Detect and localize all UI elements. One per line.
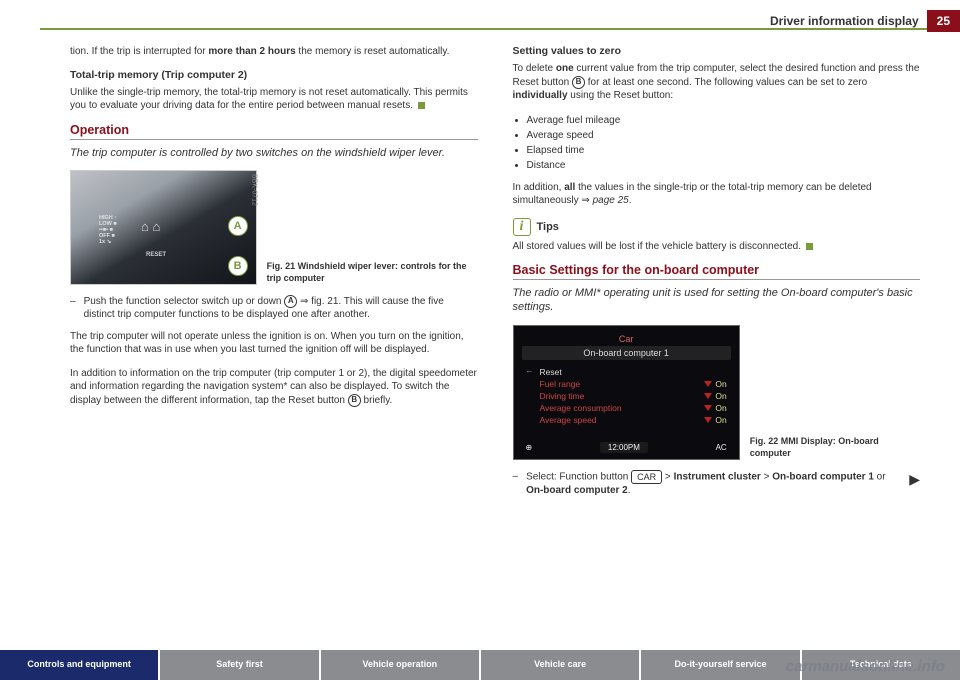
section-sub: The trip computer is controlled by two s… (70, 146, 478, 160)
end-marker-icon (418, 102, 425, 109)
addition-text: In addition, all the values in the singl… (513, 181, 921, 208)
figure-22-row: Car On-board computer 1 ← Reset Fuel ran… (513, 325, 921, 460)
section-operation: Operation (70, 123, 478, 137)
mmi-row: Average consumption On (536, 402, 731, 414)
mmi-row: Driving time On (536, 390, 731, 402)
end-marker-icon (806, 243, 813, 250)
section-divider (70, 139, 478, 140)
mmi-ac: AC (716, 443, 727, 452)
instruction-text: Push the function selector switch up or … (84, 295, 478, 322)
label: Fuel range (540, 379, 581, 389)
mmi-bottom-bar: ⊕ 12:00PM AC (526, 442, 727, 453)
figure-21-caption: Fig. 21 Windshield wiper lever: controls… (267, 261, 478, 284)
section-sub: The radio or MMI* operating unit is used… (513, 286, 921, 315)
instruction-item: – Push the function selector switch up o… (70, 295, 478, 322)
figure-code: BBK-0712 (251, 174, 258, 206)
state: On (704, 379, 726, 389)
label: Average consumption (540, 403, 622, 413)
content-columns: tion. If the trip is interrupted for mor… (70, 45, 920, 505)
subheading-total-trip: Total-trip memory (Trip computer 2) (70, 69, 478, 81)
total-trip-text: Unlike the single-trip memory, the total… (70, 86, 478, 113)
mmi-top-label: Car (522, 334, 731, 344)
callout-b-icon: B (228, 256, 248, 276)
lever-labels: HIGH ↑LOW ■••■• ■OFF ■1x ↘ (99, 215, 117, 245)
label: Average speed (540, 415, 597, 425)
manual-page: Driver information display 25 tion. If t… (0, 0, 960, 680)
reset-label: RESET (146, 252, 166, 258)
footer-tab[interactable]: Vehicle operation (321, 650, 481, 680)
mmi-row: Fuel range On (536, 378, 731, 390)
callout-a-icon: A (228, 216, 248, 236)
reset-value-list: Average fuel mileageAverage speedElapsed… (527, 113, 921, 173)
info-icon: i (513, 218, 531, 236)
footer-tab[interactable]: Controls and equipment (0, 650, 160, 680)
para-ignition: The trip computer will not operate unles… (70, 330, 478, 357)
mmi-row: Average speed On (536, 414, 731, 426)
instruction-text: Select: Function button CAR > Instrument… (526, 470, 901, 498)
list-item: Average speed (527, 128, 921, 143)
label: Driving time (540, 391, 585, 401)
continue-arrow-icon: ▶ (909, 470, 920, 498)
para-additional: In addition to information on the trip c… (70, 367, 478, 408)
dash-bullet: – (70, 295, 76, 322)
subheading-setting-zero: Setting values to zero (513, 45, 921, 57)
tips-label: Tips (537, 221, 559, 233)
list-item: Average fuel mileage (527, 113, 921, 128)
section-basic-settings: Basic Settings for the on-board computer (513, 263, 921, 277)
text: All stored values will be lost if the ve… (513, 241, 801, 252)
state: On (704, 415, 726, 425)
mmi-time: 12:00PM (600, 442, 648, 453)
list-item: Distance (527, 158, 921, 173)
label: Reset (540, 367, 562, 377)
continuation-text: tion. If the trip is interrupted for mor… (70, 45, 478, 59)
figure-22-image: Car On-board computer 1 ← Reset Fuel ran… (513, 325, 740, 460)
wiper-icon: ⌂ ⌂ (141, 219, 160, 234)
state: On (704, 403, 726, 413)
reset-pointer: ← (526, 366, 534, 375)
figure-21-image: BBK-0712 HIGH ↑LOW ■••■• ■OFF ■1x ↘ ⌂ ⌂ … (70, 170, 257, 285)
footer-tab[interactable]: Vehicle care (481, 650, 641, 680)
mmi-row-reset: Reset (536, 366, 731, 378)
footer-tab[interactable]: Safety first (160, 650, 320, 680)
tips-row: i Tips (513, 218, 921, 236)
footer-tab[interactable]: Do-it-yourself service (641, 650, 801, 680)
header-title: Driver information display (770, 14, 919, 28)
tips-text: All stored values will be lost if the ve… (513, 240, 921, 254)
mmi-left-icon: ⊕ (526, 443, 533, 452)
state: On (704, 391, 726, 401)
list-item: Elapsed time (527, 143, 921, 158)
setting-zero-text: To delete one current value from the tri… (513, 62, 921, 103)
instruction-item: – Select: Function button CAR > Instrume… (513, 470, 921, 498)
right-column: Setting values to zero To delete one cur… (513, 45, 921, 505)
section-divider (513, 279, 921, 280)
mmi-title: On-board computer 1 (522, 346, 731, 360)
figure-21-row: BBK-0712 HIGH ↑LOW ■••■• ■OFF ■1x ↘ ⌂ ⌂ … (70, 170, 478, 285)
dash-bullet: – (513, 470, 519, 498)
text: Unlike the single-trip memory, the total… (70, 87, 468, 112)
figure-22-caption: Fig. 22 MMI Display: On-board computer (750, 436, 920, 459)
page-number: 25 (927, 10, 960, 32)
left-column: tion. If the trip is interrupted for mor… (70, 45, 478, 505)
watermark: carmanualsonline.info (786, 658, 945, 675)
mmi-menu: Reset Fuel rangeOnDriving timeOnAverage … (522, 366, 731, 426)
page-header: Driver information display 25 (770, 10, 960, 32)
